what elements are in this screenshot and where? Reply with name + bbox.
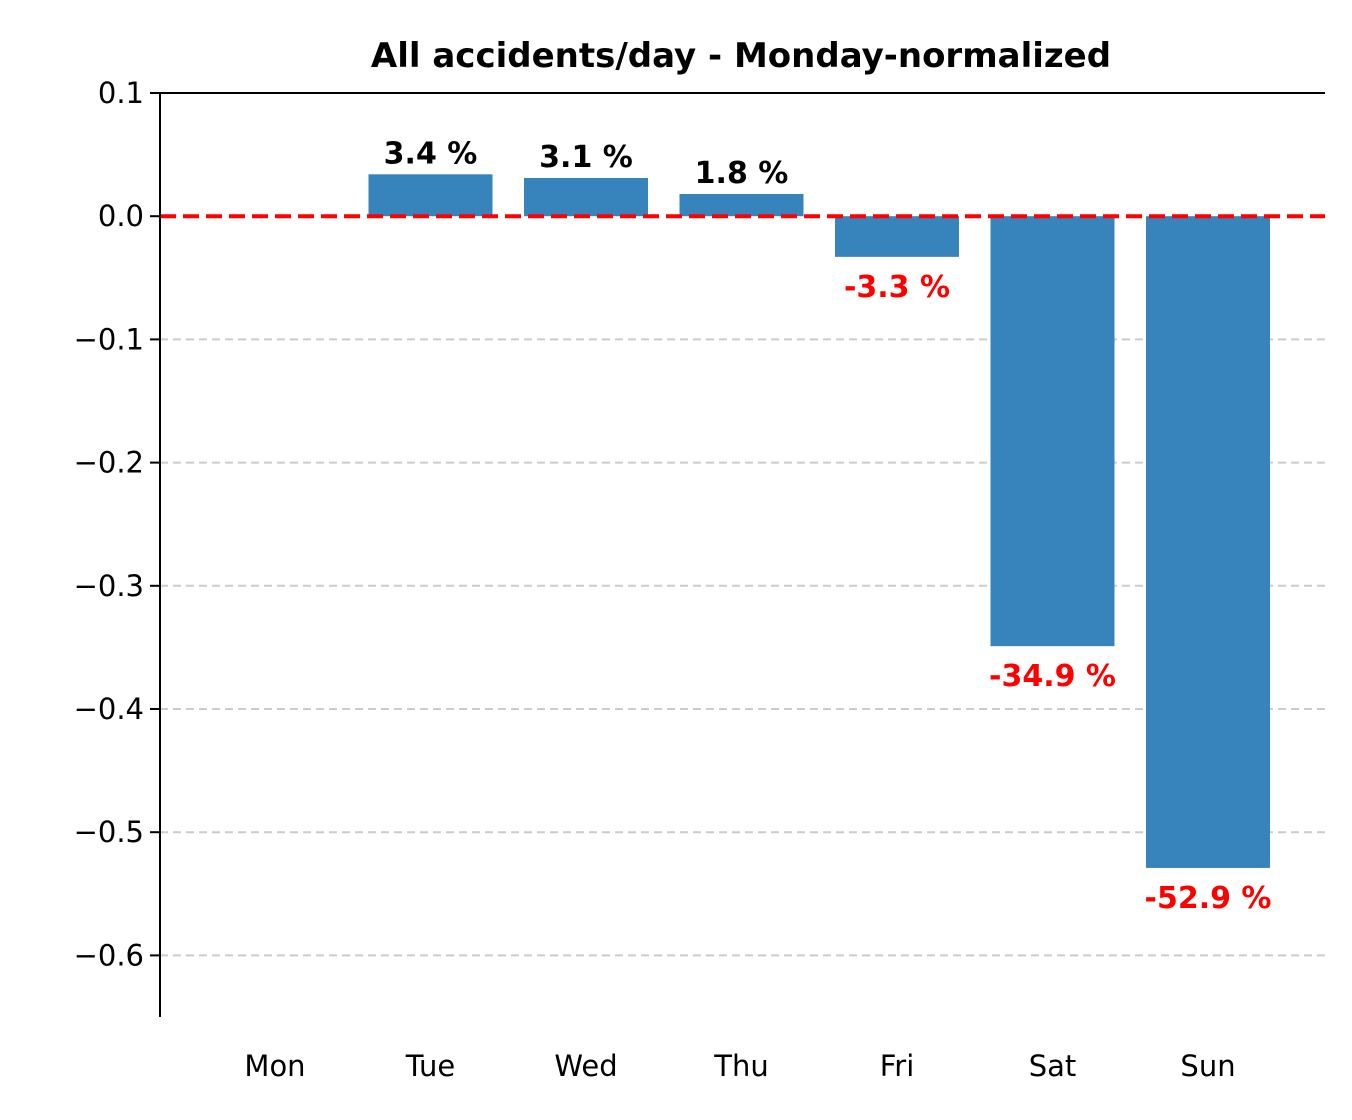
x-tick-label: Thu: [713, 1049, 768, 1083]
data-label: -52.9 %: [1145, 881, 1272, 916]
y-tick-label: −0.1: [74, 322, 144, 356]
bar-thu: [679, 194, 804, 217]
y-tick-label: −0.2: [74, 446, 144, 480]
bar-fri: [835, 216, 959, 257]
y-tick-label: −0.5: [74, 815, 144, 849]
bar-sun: [1146, 216, 1270, 868]
data-label: -34.9 %: [989, 659, 1116, 694]
bar-wed: [524, 178, 648, 217]
y-tick-label: −0.4: [74, 692, 144, 726]
chart-title: All accidents/day - Monday-normalized: [371, 36, 1111, 76]
x-axis-ticks: Mon Tue Wed Thu Fri Sat Sun: [244, 1049, 1235, 1083]
y-tick-label: −0.6: [74, 938, 144, 972]
data-labels: 3.4 % 3.1 % 1.8 % -3.3 % -34.9 % -52.9 %: [384, 136, 1272, 916]
data-label: 1.8 %: [695, 156, 789, 191]
y-axis-ticks: 0.1 0.0 −0.1 −0.2 −0.3 −0.4 −0.5 −0.6: [74, 76, 160, 972]
bar-tue: [368, 174, 493, 217]
x-tick-label: Wed: [554, 1049, 617, 1083]
data-label: 3.4 %: [384, 136, 478, 171]
y-tick-label: 0.1: [98, 76, 144, 110]
bars: [368, 174, 1270, 868]
data-label: 3.1 %: [539, 140, 633, 175]
y-tick-label: 0.0: [98, 199, 144, 233]
x-tick-label: Sat: [1029, 1049, 1077, 1083]
x-tick-label: Mon: [244, 1049, 305, 1083]
x-tick-label: Sun: [1180, 1049, 1235, 1083]
axes: [159, 92, 1325, 1017]
data-label: -3.3 %: [844, 270, 950, 305]
x-tick-label: Fri: [880, 1049, 915, 1083]
y-tick-label: −0.3: [74, 569, 144, 603]
bar-sat: [990, 216, 1115, 647]
x-tick-label: Tue: [405, 1049, 456, 1083]
